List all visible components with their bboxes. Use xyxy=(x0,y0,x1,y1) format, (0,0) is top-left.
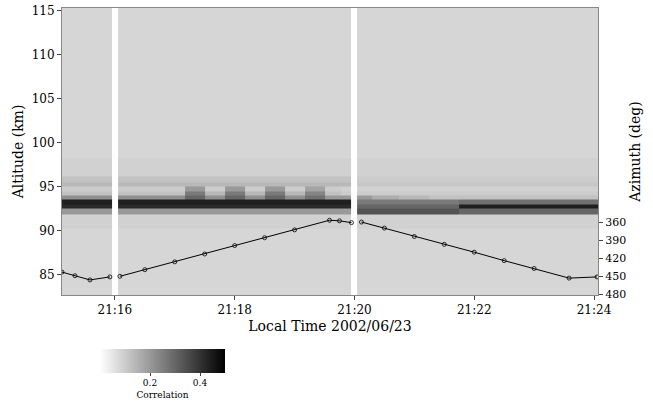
svg-text:110: 110 xyxy=(32,48,55,62)
svg-text:0.2: 0.2 xyxy=(143,378,157,388)
svg-text:21:16: 21:16 xyxy=(98,303,133,317)
svg-text:390: 390 xyxy=(605,234,626,247)
svg-text:21:22: 21:22 xyxy=(457,303,492,317)
svg-text:90: 90 xyxy=(39,224,54,238)
svg-text:360: 360 xyxy=(605,216,626,229)
svg-text:21:18: 21:18 xyxy=(217,303,252,317)
svg-text:Correlation: Correlation xyxy=(136,390,188,400)
svg-text:115: 115 xyxy=(32,4,55,18)
svg-text:85: 85 xyxy=(39,268,54,282)
svg-text:100: 100 xyxy=(32,136,55,150)
svg-text:21:20: 21:20 xyxy=(337,303,372,317)
svg-text:Local Time 2002/06/23: Local Time 2002/06/23 xyxy=(248,318,411,334)
svg-text:95: 95 xyxy=(39,180,54,194)
svg-text:Altitude (km): Altitude (km) xyxy=(10,105,26,200)
svg-text:450: 450 xyxy=(605,270,626,283)
svg-text:420: 420 xyxy=(605,252,626,265)
svg-text:0.4: 0.4 xyxy=(193,378,208,388)
svg-text:Azimuth (deg): Azimuth (deg) xyxy=(627,101,643,202)
svg-text:105: 105 xyxy=(32,92,55,106)
svg-text:21:24: 21:24 xyxy=(577,303,612,317)
svg-text:480: 480 xyxy=(605,288,626,301)
